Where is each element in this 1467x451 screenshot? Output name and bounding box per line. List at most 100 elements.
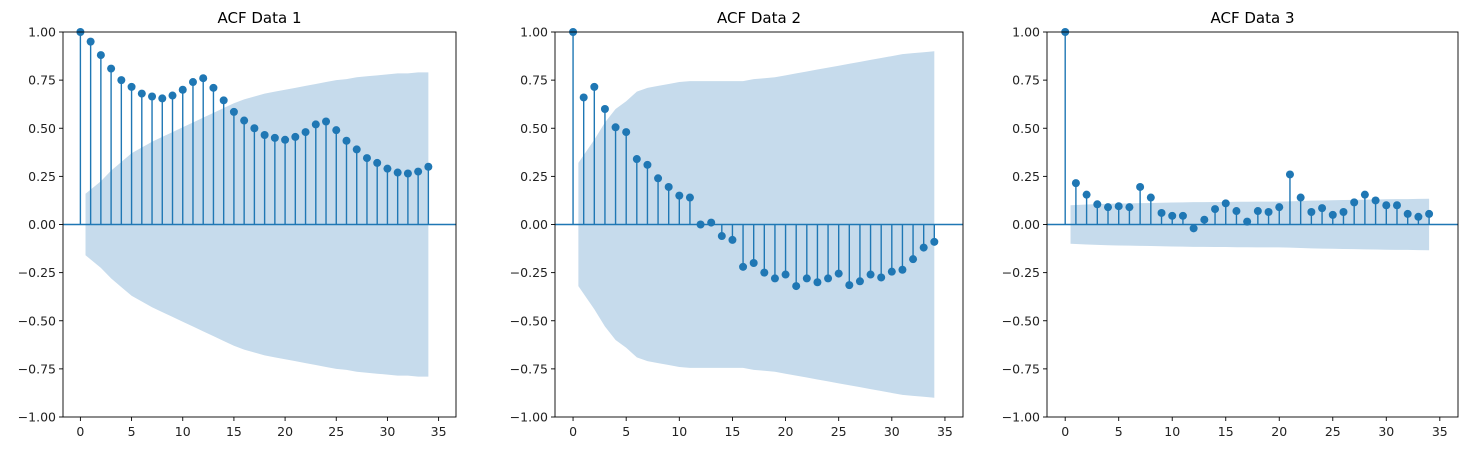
y-tick-label: 0.25 [28,169,56,184]
acf-point [898,265,907,274]
acf-point [383,164,392,173]
y-tick-label: 0.00 [520,217,548,232]
y-tick-label: 0.75 [28,73,56,88]
acf-point [270,133,279,142]
acf-point [107,64,116,73]
acf-point [362,154,371,163]
y-tick-label: 1.00 [28,25,56,40]
acf-point [664,182,673,191]
acf-point [414,167,423,176]
acf-point [1350,198,1359,207]
acf-point [322,117,331,126]
x-tick-label: 30 [379,424,395,439]
acf-point [229,107,238,116]
x-tick-label: 35 [431,424,447,439]
acf-point [1104,203,1113,212]
x-tick-label: 10 [175,424,191,439]
y-tick-label: −1.00 [18,410,56,425]
acf-point [1382,201,1391,210]
acf-point [209,83,218,92]
acf-point [424,162,433,171]
acf-point [600,105,609,113]
acf-point [579,93,588,102]
acf-point [373,158,382,167]
acf-point [1243,217,1252,226]
y-tick-label: 0.00 [28,217,56,232]
acf-point [1114,202,1123,211]
acf-point [1403,209,1412,218]
x-tick-label: 20 [1271,424,1287,439]
acf-point [260,130,269,139]
acf-point [781,270,790,279]
x-tick-label: 35 [937,424,953,439]
acf-point [1392,201,1401,210]
acf-point [1168,211,1177,220]
x-tick-label: 10 [1164,424,1180,439]
acf-point [590,82,599,91]
acf-point [1211,205,1220,214]
acf-point [717,232,726,241]
acf-panel-2: ACF Data 2 0 5 10 15 20 25 30 35 −1.00 −0.75 −0.50… [510,9,964,439]
acf-point [845,281,854,290]
x-tick-label: 30 [884,424,900,439]
acf-point [770,274,779,283]
y-tick-label: 0.50 [28,121,56,136]
acf-point [158,94,167,103]
acf-point [632,155,641,164]
acf-point [813,278,822,287]
panel-title: ACF Data 2 [717,9,801,27]
x-tick-label: 0 [76,424,84,439]
x-tick-label: 15 [1218,424,1234,439]
acf-panel-3: ACF Data 3 0 5 10 15 20 25 30 35 −1.00 −0.75 −0.50… [1002,9,1459,439]
acf-point [877,273,886,282]
y-tick-label: −0.50 [18,313,56,328]
y-tick-label: −0.75 [18,361,56,376]
y-tick-label: −0.50 [510,313,548,328]
x-tick-label: 15 [226,424,242,439]
x-tick-label: 5 [128,424,136,439]
x-tick-label: 15 [724,424,740,439]
acf-point [739,262,748,271]
acf-point [1146,193,1155,202]
x-tick-label: 35 [1432,424,1448,439]
acf-point [301,128,310,137]
acf-point [749,259,758,267]
x-tick-label: 25 [1325,424,1341,439]
acf-point [760,268,769,277]
acf-point [1296,193,1305,202]
y-tick-label: 0.75 [520,73,548,88]
acf-point [393,168,402,177]
y-tick-label: 0.75 [1012,73,1040,88]
y-tick-label: 1.00 [1012,25,1040,40]
acf-point [909,255,918,264]
y-tick-label: −1.00 [510,410,548,425]
y-tick-label: −0.75 [510,361,548,376]
acf-point [696,220,705,229]
acf-point [1307,207,1316,216]
y-tick-label: 1.00 [520,25,548,40]
acf-point [919,243,928,252]
acf-point [188,78,197,87]
acf-point [240,116,249,125]
y-tick-label: 0.25 [520,169,548,184]
acf-point [311,120,320,129]
acf-point [1093,200,1102,209]
acf-point [352,145,361,154]
x-tick-label: 20 [778,424,794,439]
acf-point [117,76,126,85]
acf-point [1136,182,1145,191]
acf-point [802,274,811,283]
acf-point [342,136,351,145]
acf-point [199,74,208,83]
acf-point [1360,190,1369,199]
acf-point [1264,207,1273,216]
x-tick-label: 0 [1061,424,1069,439]
x-tick-label: 10 [671,424,687,439]
acf-point [824,274,833,283]
acf-point [866,270,875,279]
x-tick-label: 5 [1115,424,1123,439]
y-tick-label: −0.75 [1002,361,1040,376]
y-tick-label: −0.25 [1002,265,1040,280]
panel-title: ACF Data 1 [218,9,302,27]
